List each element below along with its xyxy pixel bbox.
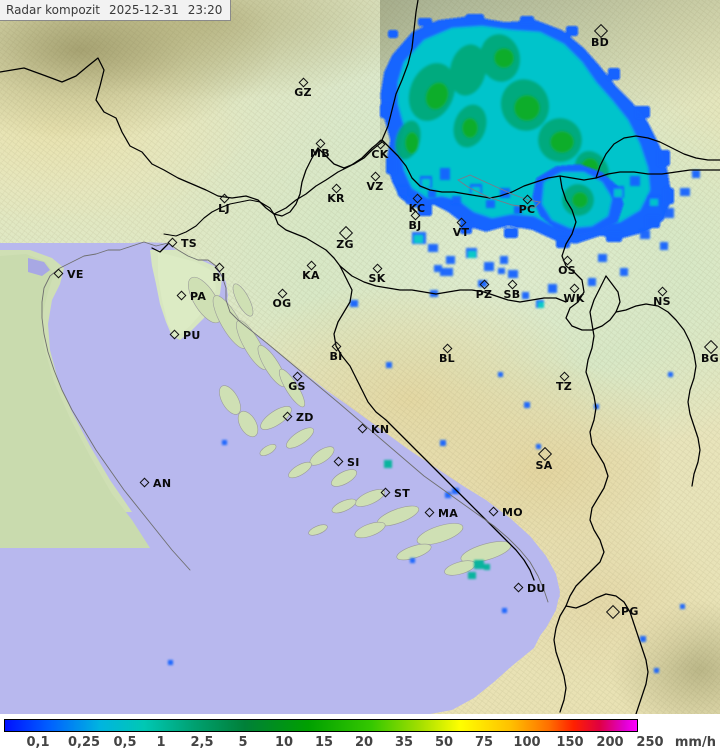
city-label: NS [653,295,671,308]
legend-unit-label: mm/h [674,735,716,750]
city-label: PA [190,290,207,303]
city-label: ZD [296,411,314,424]
legend-tick-1: 0,25 [67,735,101,750]
city-label: KN [371,423,390,436]
city-label: SK [368,272,386,285]
legend-tick-15: 250 [636,735,664,750]
city-label: GZ [294,86,312,99]
city-label: BD [590,36,610,49]
legend-tick-7: 15 [314,735,334,750]
city-label: TS [181,237,198,250]
legend-tick-8: 20 [354,735,374,750]
city-label: BL [439,352,455,365]
legend-tick-6: 10 [274,735,294,750]
city-label: VE [67,268,84,281]
city-label: RI [212,271,226,284]
city-label: ST [394,487,411,500]
title-bar: Radar kompozit 2025-12-31 23:20 [0,0,232,21]
city-label: PG [621,605,639,618]
city-label: CK [371,148,389,161]
city-label: MB [310,147,330,160]
city-label: MA [438,507,459,520]
city-label: VZ [366,180,384,193]
city-label: KR [327,192,345,205]
city-label: OG [272,297,292,310]
terrain-alps-layer [0,0,430,230]
legend-tick-3: 1 [156,735,166,750]
city-label: SB [503,288,521,301]
city-label: OS [558,264,576,277]
legend-tick-10: 50 [434,735,454,750]
city-label: BI [329,350,343,363]
city-label: PZ [475,288,493,301]
legend-tick-0: 0,1 [26,735,50,750]
city-label: MO [502,506,523,519]
city-label: ZG [336,238,354,251]
city-label: TZ [555,380,573,393]
legend-tick-13: 150 [556,735,584,750]
radar-map[interactable]: GZ BD MB CK VZ LJ KR KC ZG BJ VT PC TS RI KA SK OS PZ SB WK… [0,0,720,714]
city-label: KC [408,202,426,215]
legend-tick-4: 2,5 [190,735,214,750]
intensity-legend: 0,1 0,25 0,5 1 2,5 5 10 15 20 35 50 75 100 150 200 250 … [0,714,720,751]
city-label: AN [153,477,172,490]
legend-tick-11: 75 [474,735,494,750]
legend-tick-2: 0,5 [113,735,137,750]
title-date: 2025-12-31 [109,3,179,17]
title-label: Radar kompozit [6,3,100,17]
city-label: PC [518,203,536,216]
legend-tick-9: 35 [394,735,414,750]
city-label: SA [535,459,553,472]
legend-tick-labels: 0,1 0,25 0,5 1 2,5 5 10 15 20 35 50 75 100 150 200 250 [0,734,720,751]
legend-tick-5: 5 [238,735,248,750]
title-time: 23:20 [187,3,223,17]
city-label: LJ [218,202,230,215]
city-label: WK [563,292,585,305]
legend-tick-14: 200 [596,735,624,750]
legend-tick-12: 100 [513,735,541,750]
city-label: PU [183,329,201,342]
city-label: GS [288,380,306,393]
legend-color-bar [4,719,638,732]
terrain-southeast-layer [520,520,720,714]
country-borders-layer [0,0,720,714]
city-label: BJ [408,219,422,232]
city-label: KA [302,269,320,282]
city-label: BG [700,352,720,365]
city-label: SI [347,456,360,469]
city-label: VT [452,226,470,239]
city-label: DU [527,582,546,595]
